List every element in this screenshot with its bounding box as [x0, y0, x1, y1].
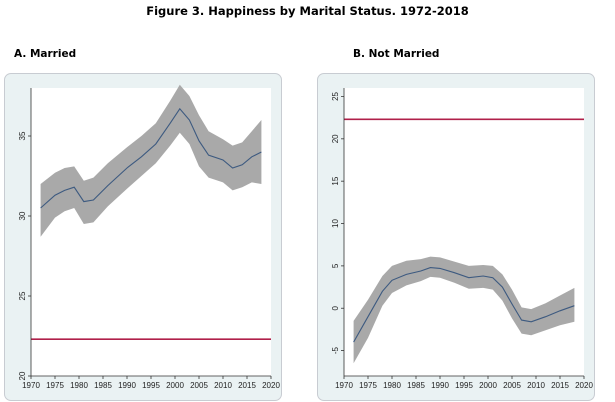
panel-b-title: B. Not Married: [353, 48, 440, 60]
married-plot: 20 25 30 35 1970 1975 1980 1985 1990 1995 2000 2005…: [18, 84, 280, 390]
married-x-tick-label: 1970: [22, 381, 40, 390]
panel-b-chart: -5 0 5 10 15 20 25 1970 1975 1980 1985 1990 1995 2000…: [317, 73, 595, 401]
panel-a-title: A. Married: [14, 48, 77, 60]
not-married-x-tick-label: 2010: [527, 381, 545, 390]
married-y-tick-label: 30: [18, 211, 27, 220]
not-married-x-tick-label: 1985: [407, 381, 425, 390]
not-married-y-tick-label: 5: [331, 263, 340, 268]
married-x-tick-label: 2005: [190, 381, 208, 390]
married-y-tick-label: 25: [18, 291, 27, 300]
not-married-plot-area: [344, 88, 584, 376]
married-y-tick-label: 20: [18, 371, 27, 380]
not-married-x-tick-label: 1975: [359, 381, 377, 390]
married-x-tick-label: 1985: [94, 381, 112, 390]
married-confidence-band: [40, 84, 262, 237]
not-married-y-tick-label: 15: [331, 176, 340, 185]
figure-title: Figure 3. Happiness by Marital Status. 1…: [146, 4, 469, 18]
not-married-y-tick-label: 10: [331, 219, 340, 228]
not-married-y-tick-label: 0: [331, 305, 340, 310]
not-married-y-tick-label: 25: [331, 91, 340, 100]
married-x-tick-label: 1995: [142, 381, 160, 390]
married-x-tick-label: 1980: [70, 381, 88, 390]
married-x-tick-label: 1975: [46, 381, 64, 390]
not-married-confidence-band: [353, 256, 575, 364]
married-x-tick-label: 2010: [214, 381, 232, 390]
not-married-plot: -5 0 5 10 15 20 25 1970 1975 1980 1985 1990 1995 2000…: [331, 88, 593, 390]
married-x-tick-label: 2015: [238, 381, 256, 390]
not-married-x-tick-label: 1980: [383, 381, 401, 390]
not-married-x-tick-label: 1990: [431, 381, 449, 390]
not-married-x-tick-label: 1995: [455, 381, 473, 390]
married-x-tick-label: 2000: [166, 381, 184, 390]
not-married-x-tick-label: 2005: [503, 381, 521, 390]
married-x-tick-label: 2020: [262, 381, 280, 390]
married-x-tick-label: 1990: [118, 381, 136, 390]
not-married-series-line: [353, 267, 575, 343]
not-married-x-tick-label: 2000: [479, 381, 497, 390]
not-married-y-tick-label: -5: [331, 346, 340, 354]
not-married-x-tick-label: 2020: [575, 381, 593, 390]
married-y-tick-label: 35: [18, 131, 27, 140]
not-married-x-tick-label: 1970: [335, 381, 353, 390]
not-married-x-tick-label: 2015: [551, 381, 569, 390]
panel-a-chart: 20 25 30 35 1970 1975 1980 1985 1990 1995 2000 2005…: [4, 73, 282, 401]
married-series-line: [40, 107, 262, 209]
not-married-y-tick-label: 20: [331, 134, 340, 143]
